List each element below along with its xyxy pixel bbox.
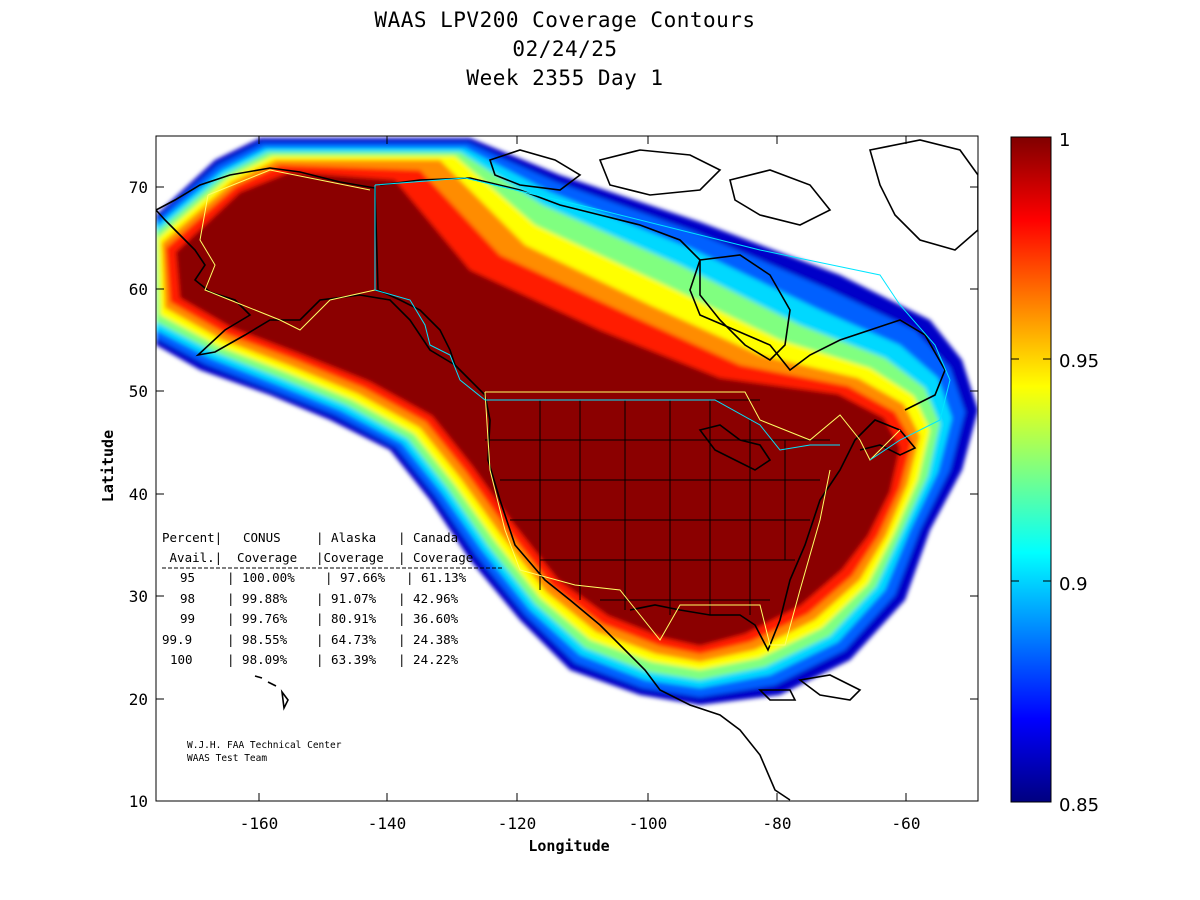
x-tick-label: -140 — [368, 814, 407, 833]
table-header-cell: Percent| — [162, 530, 222, 545]
table-header-cell: CONUS — [243, 530, 281, 545]
chart-title: WAAS LPV200 Coverage Contours 02/24/25 W… — [0, 6, 1130, 93]
hawaii — [254, 675, 289, 711]
x-tick-label: -80 — [763, 814, 792, 833]
table-row: 99 | 99.76% | 80.91% | 36.60% — [180, 611, 459, 626]
credit-line-2: WAAS Test Team — [187, 753, 267, 764]
canada-arctic-coast — [379, 177, 946, 411]
table-row: 98 | 99.88% | 91.07% | 42.96% — [180, 591, 459, 606]
y-tick-label: 30 — [129, 587, 148, 606]
table-header-cell: | Canada — [398, 530, 458, 545]
y-tick-label: 10 — [129, 792, 148, 811]
north-america-west-coast — [454, 364, 791, 801]
greenland — [868, 139, 978, 251]
colorbar — [1010, 136, 1052, 803]
arctic-islands-3 — [729, 169, 832, 226]
plot-frame — [155, 135, 979, 802]
table-header-cell: Avail.| — [162, 550, 222, 565]
title-line-1: WAAS LPV200 Coverage Contours — [374, 8, 756, 32]
x-tick-label: -120 — [498, 814, 537, 833]
y-tick-label: 20 — [129, 690, 148, 709]
colorbar-tick-label: 0.95 — [1059, 351, 1099, 372]
arctic-islands-1 — [488, 149, 582, 191]
caribbean-islands — [758, 674, 862, 701]
alaska-coastline — [156, 167, 457, 367]
x-tick-labels: -160 -140 -120 -100 -80 -60 — [240, 814, 921, 833]
y-tick-label: 70 — [129, 178, 148, 197]
tick-marks — [156, 136, 978, 802]
credit-line-1: W.J.H. FAA Technical Center — [187, 740, 342, 751]
table-row: 99.9 | 98.55% | 64.73% | 24.38% — [162, 632, 459, 647]
table-header-cell: Coverage — [237, 550, 297, 565]
x-axis-label: Longitude — [528, 837, 609, 855]
y-tick-label: 50 — [129, 382, 148, 401]
y-tick-label: 60 — [129, 280, 148, 299]
region-boundaries — [199, 169, 951, 646]
colorbar-tick-label: 0.9 — [1059, 574, 1088, 595]
colorbar-tick-labels: 1 0.95 0.9 0.85 — [1059, 130, 1099, 816]
x-tick-label: -60 — [892, 814, 921, 833]
table-header-1: Percent| CONUS | Alaska | Canada — [162, 530, 458, 545]
x-tick-label: -100 — [629, 814, 668, 833]
colorbar-tick-label: 0.85 — [1059, 795, 1099, 816]
table-header-cell: | Alaska — [316, 530, 376, 545]
table-header-cell: |Coverage — [316, 550, 384, 565]
table-header-2: Avail.| Coverage |Coverage | Coverage — [162, 550, 473, 565]
coverage-table: Percent| CONUS | Alaska | Canada Avail.| Cov… — [162, 530, 502, 667]
table-row: 95 | 100.00% | 97.66% | 61.13% — [180, 570, 467, 585]
great-lakes — [698, 424, 772, 471]
x-tick-label: -160 — [240, 814, 279, 833]
contour-band-100 — [176, 172, 900, 646]
table-header-cell: | Coverage — [398, 550, 473, 565]
colorbar-tick-label: 1 — [1059, 130, 1070, 151]
y-axis-label: Latitude — [99, 430, 117, 502]
colorbar-ticks — [1011, 358, 1051, 582]
y-tick-labels: 10 20 30 40 50 60 70 — [129, 178, 148, 811]
title-line-3: Week 2355 Day 1 — [466, 66, 664, 90]
title-line-2: 02/24/25 — [512, 37, 618, 61]
arctic-islands-2 — [598, 149, 722, 196]
table-row: 100 | 98.09% | 63.39% | 24.22% — [170, 652, 459, 667]
hudson-bay — [699, 254, 791, 362]
y-tick-label: 40 — [129, 485, 148, 504]
